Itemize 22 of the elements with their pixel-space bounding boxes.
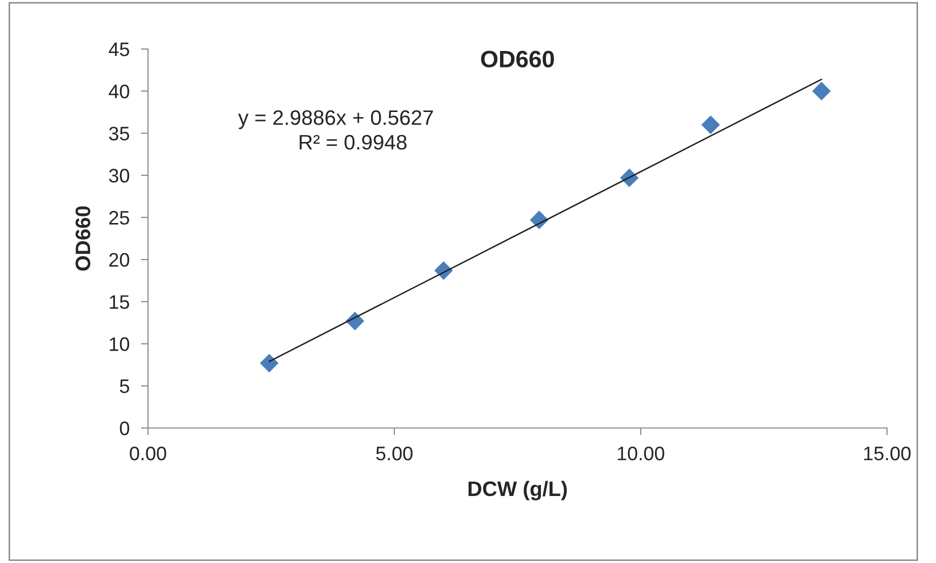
annotation: R² = 0.9948 bbox=[300, 134, 407, 150]
y-tick-label: 40 bbox=[108, 84, 130, 98]
x-tick-label: 15.00 bbox=[864, 446, 911, 460]
x-tick-label: 10.00 bbox=[618, 446, 664, 460]
y-tick-label: 15 bbox=[110, 295, 130, 309]
y-tick-label: 10 bbox=[110, 337, 130, 352]
y-tick-label: 25 bbox=[109, 210, 130, 225]
annotation: y = 2.9886x + 0.5627 bbox=[238, 110, 433, 130]
point bbox=[812, 82, 831, 100]
y-tick-label: 30 bbox=[109, 168, 130, 183]
y-tick-label: 45 bbox=[108, 42, 130, 56]
x-tick-label: 0.00 bbox=[130, 446, 166, 460]
x-tick-label: 5.00 bbox=[376, 446, 412, 460]
y-tick-label: 5 bbox=[120, 380, 130, 394]
x-axis-title: DCW (g/L) bbox=[468, 480, 567, 500]
y-tick-label: 20 bbox=[109, 253, 130, 267]
y-tick-label: 0 bbox=[120, 421, 130, 436]
chart-title: OD660 bbox=[481, 50, 554, 68]
y-tick-label: 35 bbox=[109, 126, 130, 140]
y-axis-title: OD660 bbox=[76, 206, 90, 271]
point bbox=[701, 115, 720, 134]
point bbox=[260, 354, 279, 372]
